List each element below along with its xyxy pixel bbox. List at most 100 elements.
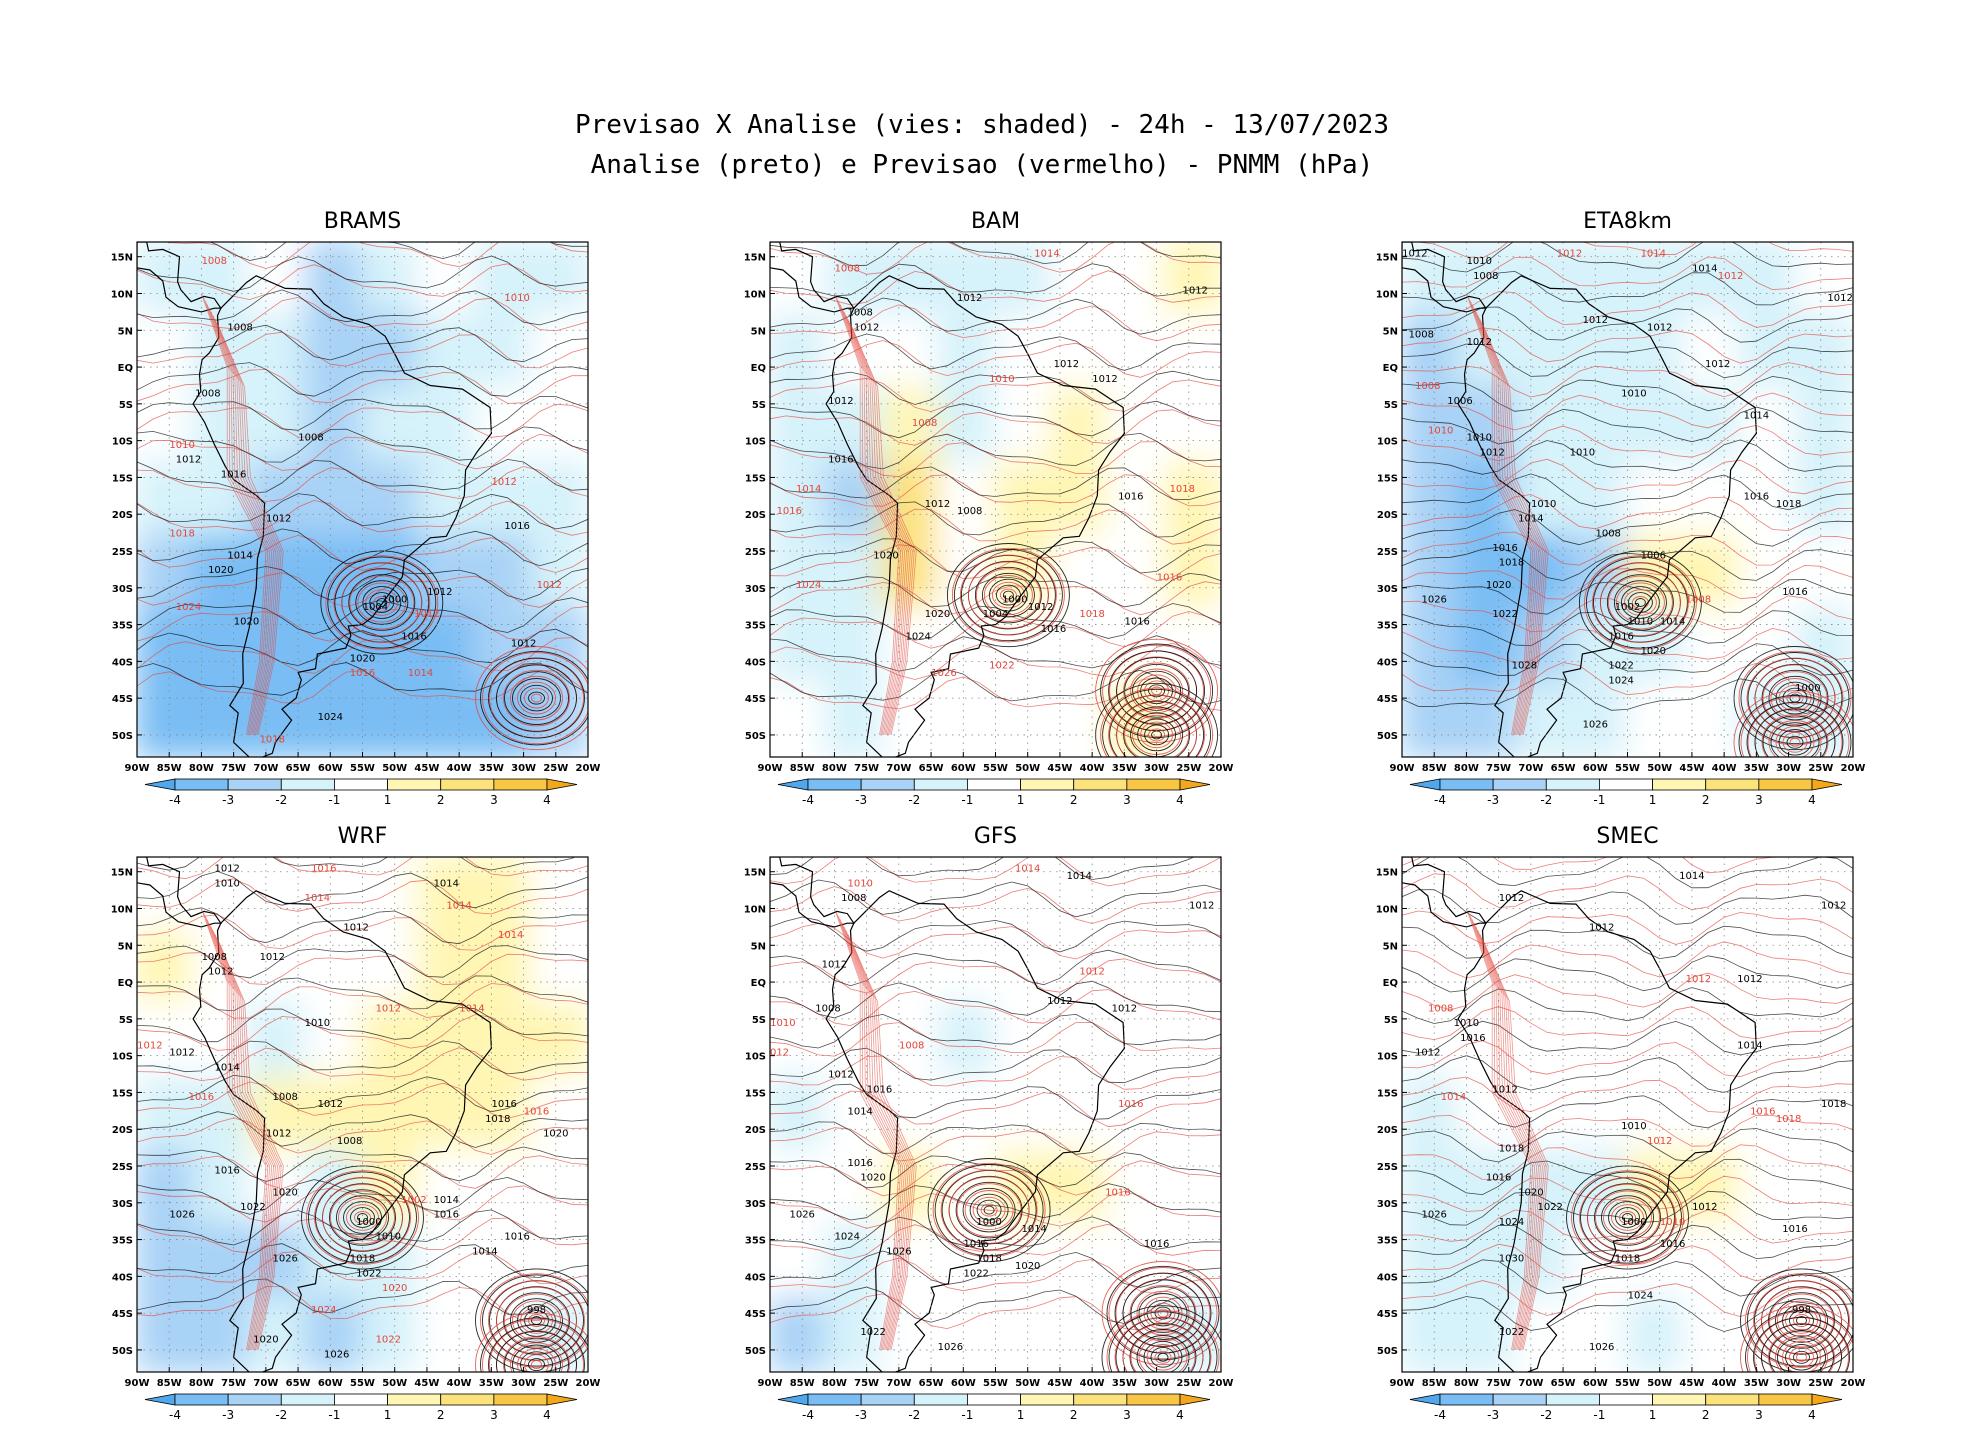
lat-tick-label: 45S [112,694,133,705]
bias-cell [1402,1222,1461,1301]
isobar-ring [341,568,423,637]
contour-label: 1012 [925,499,950,510]
contour-label: 1016 [1041,624,1066,635]
contour-label: 1018 [1079,609,1104,620]
bias-cell [416,607,478,686]
contour-label: 1020 [860,1173,885,1184]
bias-cell [1738,387,1799,465]
contour-label: 1012 [828,396,853,407]
contour-label: 1012 [1647,322,1672,333]
colorbar-segment [1545,1393,1600,1406]
bias-cell [247,242,309,318]
contour-label: 1014 [1737,1040,1762,1051]
lon-tick-label: 55W [983,763,1008,774]
andes-contour [216,322,282,735]
bias-cell [529,242,588,318]
isobar-ring [1606,574,1674,631]
andes-contour [851,326,917,735]
lon-tick-label: 60W [951,763,976,774]
colorbar-tick-label: -3 [855,793,867,807]
lat-tick-label: 25S [1377,547,1398,558]
isobar-ring [983,575,1033,616]
colorbar-segment [1599,778,1653,791]
contour-label: 1008 [899,1040,924,1051]
contour-label: 1010 [1454,1018,1479,1029]
colorbar-tick-label: -2 [1540,1408,1552,1422]
colorbar-segment [387,1393,442,1406]
colorbar-segment [1545,778,1600,791]
contour-label: 1014 [1641,249,1666,260]
bias-cell [770,1075,829,1154]
lat-tick-label: 15N [744,868,766,879]
contour-label: 1016 [828,455,853,466]
isobar-ring [1782,1340,1821,1372]
bias-cell [770,1296,829,1372]
contour-label: 1014 [434,1195,459,1206]
isobar-line [137,458,588,494]
isobar-line [1402,509,1853,547]
isobar-line [770,370,1221,405]
contour-label: 1016 [777,506,802,517]
bias-cell [304,387,365,465]
bias-cell [1456,1222,1517,1301]
isobar-line [1402,291,1853,328]
bias-cell [1681,313,1743,392]
pressure-contours [1402,857,1853,1372]
figure-title-line2: Analise (preto) e Previsao (vermelho) - … [591,150,1374,180]
colorbar-tick-label: 3 [1755,793,1763,807]
contour-label: 1012 [1499,893,1524,904]
contour-label: 1026 [324,1349,349,1360]
andes-contour [1473,308,1540,735]
isobar-ring [496,1286,577,1355]
contour-label: 1020 [1518,1187,1543,1198]
isobar-ring [333,562,431,643]
contour-label: 1012 [1092,374,1117,385]
isobar-line [770,879,1221,918]
isobar-ring [999,588,1017,602]
colorbar-segment [1126,1393,1181,1406]
colorbar-segment [334,1393,388,1406]
bias-cell [1162,242,1221,318]
contour-label: 1012 [491,477,516,488]
contour-label: 1016 [504,521,529,532]
lon-tick-label: 75W [854,763,879,774]
colorbar: -4 -3 -2 -1 1 2 3 4 [777,1393,1211,1422]
isobar-ring [1738,695,1852,757]
andes-contour [839,919,906,1350]
bias-cell [1681,857,1743,933]
isobar-ring [1623,589,1657,616]
contour-label: 1016 [311,864,336,875]
bias-cell [1625,534,1686,612]
bias-cell [529,1075,588,1154]
isobar-ring [1785,1307,1818,1334]
panel-title: BAM [971,209,1020,234]
colorbar-segment [1758,778,1813,791]
bias-cell [1162,1075,1221,1154]
bias-cell [1625,681,1686,757]
bias-cell [1049,242,1111,318]
isobar-ring [934,1164,1044,1257]
isobar-ring [1148,728,1166,742]
andes-contour [1469,300,1536,735]
lat-tick-label: EQ [118,978,133,989]
bias-cell [993,387,1054,465]
lat-tick-label: 15S [1377,1088,1398,1099]
lon-tick-label: 20W [1841,763,1866,774]
contour-label: 1008 [202,256,227,267]
lat-tick-label: 30S [1377,1199,1398,1210]
bias-cell [191,242,252,318]
colorbar-tick-label: 4 [1808,793,1816,807]
colorbar-extend-high [1179,1393,1211,1406]
contour-label: 1020 [1486,580,1511,591]
contour-label: 1010 [1621,389,1646,400]
andes-contour [837,915,904,1350]
isobar-ring [1129,1329,1197,1372]
bias-cell [137,1075,196,1154]
bias-cell [529,460,588,539]
figure-title-line1: Previsao X Analise (vies: shaded) - 24h … [575,110,1389,140]
bias-cell [1162,460,1221,539]
isobar-line [770,1183,1221,1221]
bias-cell [416,313,478,392]
isobar-ring [1768,1292,1835,1349]
